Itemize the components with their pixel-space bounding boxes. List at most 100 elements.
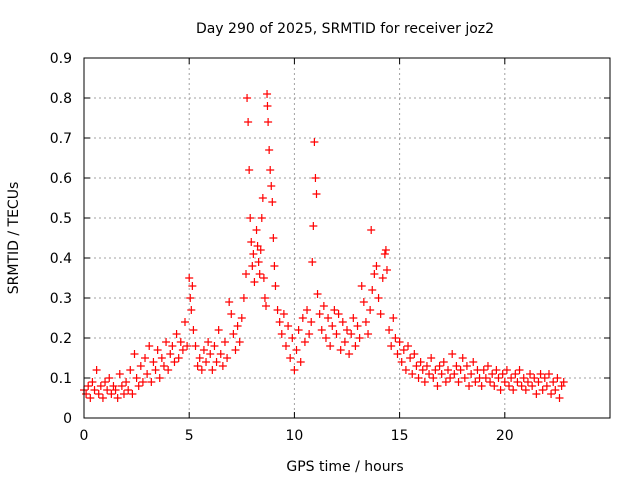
data-point bbox=[172, 330, 181, 338]
data-point bbox=[469, 358, 478, 366]
data-point bbox=[242, 270, 251, 278]
x-tick-label: 10 bbox=[285, 428, 303, 444]
data-point bbox=[477, 382, 486, 390]
data-point bbox=[317, 326, 326, 334]
data-point bbox=[124, 386, 133, 394]
data-point bbox=[286, 354, 295, 362]
data-point bbox=[258, 194, 267, 202]
data-point bbox=[162, 338, 171, 346]
y-tick-labels: 0 0.1 0.2 0.3 0.4 0.5 0.6 0.7 0.8 0.9 bbox=[50, 51, 72, 427]
data-point bbox=[378, 274, 387, 282]
data-point bbox=[343, 326, 351, 334]
data-point bbox=[416, 358, 425, 366]
data-point bbox=[437, 370, 446, 378]
chart-title: Day 290 of 2025, SRMTID for receiver joz… bbox=[196, 21, 494, 37]
data-point bbox=[191, 342, 200, 350]
data-point bbox=[345, 350, 354, 358]
x-axis-label: GPS time / hours bbox=[286, 459, 403, 475]
data-point bbox=[498, 370, 507, 378]
data-point bbox=[136, 362, 145, 370]
data-point bbox=[532, 390, 541, 398]
data-point bbox=[189, 326, 198, 334]
data-point bbox=[456, 366, 465, 374]
data-point bbox=[310, 138, 319, 146]
data-point bbox=[465, 382, 474, 390]
data-points bbox=[80, 90, 568, 402]
data-point bbox=[147, 378, 156, 386]
x-tick-labels: 0 5 10 15 20 bbox=[80, 428, 514, 444]
data-point bbox=[202, 358, 211, 366]
data-point bbox=[338, 318, 347, 326]
data-point bbox=[227, 310, 236, 318]
data-point bbox=[243, 94, 252, 102]
data-point bbox=[307, 318, 316, 326]
data-point bbox=[111, 386, 120, 394]
data-point bbox=[330, 306, 339, 314]
data-point bbox=[408, 370, 417, 378]
data-point bbox=[269, 234, 278, 242]
y-tick-label: 0.8 bbox=[50, 91, 72, 107]
data-point bbox=[300, 338, 309, 346]
data-point bbox=[517, 382, 526, 390]
data-point bbox=[86, 394, 95, 402]
grid-lines bbox=[84, 58, 610, 418]
data-point bbox=[98, 394, 107, 402]
data-point bbox=[319, 302, 328, 310]
data-point bbox=[115, 370, 124, 378]
y-tick-label: 0.1 bbox=[50, 371, 72, 387]
data-point bbox=[101, 378, 110, 386]
data-point bbox=[412, 362, 421, 370]
data-point bbox=[225, 298, 234, 306]
data-point bbox=[277, 330, 286, 338]
data-point bbox=[521, 386, 530, 394]
data-point bbox=[252, 226, 261, 234]
data-point bbox=[370, 270, 379, 278]
data-point bbox=[143, 370, 152, 378]
data-point bbox=[206, 350, 215, 358]
data-point bbox=[385, 326, 394, 334]
data-point bbox=[353, 322, 362, 330]
data-point bbox=[183, 342, 192, 350]
data-point bbox=[92, 366, 101, 374]
data-point bbox=[349, 314, 358, 322]
data-point bbox=[389, 314, 398, 322]
data-point bbox=[536, 370, 545, 378]
data-point bbox=[490, 382, 499, 390]
data-point bbox=[334, 310, 343, 318]
data-point bbox=[155, 374, 164, 382]
data-point bbox=[460, 374, 469, 382]
data-point bbox=[380, 250, 389, 258]
data-point bbox=[303, 306, 312, 314]
data-point bbox=[372, 262, 381, 270]
data-point bbox=[359, 298, 368, 306]
data-point bbox=[425, 370, 434, 378]
data-point bbox=[130, 350, 139, 358]
data-point bbox=[244, 118, 253, 126]
data-point bbox=[492, 366, 501, 374]
data-point bbox=[364, 330, 373, 338]
data-point bbox=[117, 382, 126, 390]
data-point bbox=[263, 90, 272, 98]
data-point bbox=[298, 314, 307, 322]
data-point bbox=[153, 346, 162, 354]
data-point bbox=[220, 338, 229, 346]
data-point bbox=[542, 382, 551, 390]
data-point bbox=[382, 266, 391, 274]
data-point bbox=[174, 354, 183, 362]
data-point bbox=[265, 146, 274, 154]
data-point bbox=[233, 322, 242, 330]
data-point bbox=[509, 386, 518, 394]
data-point bbox=[103, 386, 112, 394]
data-point bbox=[324, 314, 333, 322]
data-point bbox=[523, 378, 532, 386]
data-point bbox=[467, 370, 476, 378]
data-point bbox=[266, 166, 275, 174]
data-point bbox=[483, 362, 492, 370]
data-point bbox=[513, 378, 522, 386]
data-point bbox=[530, 374, 539, 382]
data-point bbox=[204, 338, 213, 346]
data-point bbox=[496, 386, 505, 394]
data-point bbox=[90, 386, 99, 394]
data-point bbox=[229, 330, 238, 338]
data-point bbox=[193, 362, 202, 370]
